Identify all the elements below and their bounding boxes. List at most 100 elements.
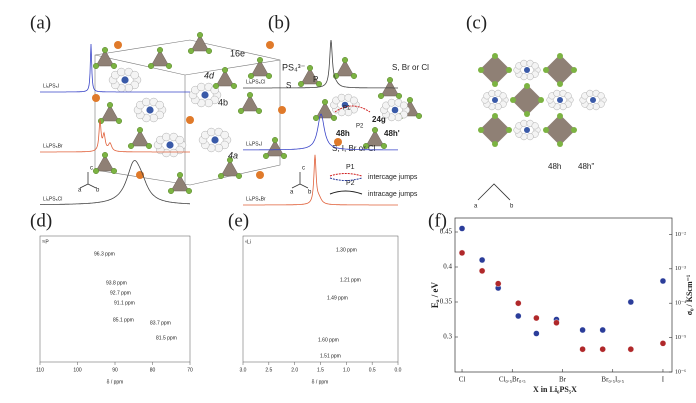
panel-label: (c) (466, 12, 487, 33)
li-site (207, 127, 216, 137)
x-tick-label: Br (559, 376, 567, 384)
sulfur (230, 82, 237, 89)
peak-label: 91.1 ppm (114, 300, 135, 306)
atom-label: P (313, 75, 318, 84)
sulfur (256, 107, 263, 114)
sulfur (101, 47, 108, 54)
data-point (627, 298, 635, 306)
sulfur (492, 141, 498, 147)
y2-tick-label: 10⁻⁶ (675, 369, 686, 375)
li-site (124, 83, 133, 93)
spectrum (40, 119, 190, 153)
nucleus: ³¹P (42, 239, 49, 245)
peak-label: 92.7 ppm (110, 290, 131, 296)
tetrahedron (220, 159, 240, 177)
sulfur (524, 111, 530, 117)
sulfur (407, 96, 414, 103)
li-site (337, 93, 346, 102)
sulfur (363, 142, 370, 149)
ion-label: PS₄³⁻ (282, 62, 306, 72)
li-site (531, 122, 539, 130)
sulfur (557, 81, 563, 87)
y2-tick-label: 10⁻³ (675, 266, 686, 272)
li-site (149, 113, 158, 123)
sulfur (307, 64, 314, 71)
octahedron (544, 54, 576, 86)
li-site (520, 119, 528, 127)
tetrahedron (150, 49, 170, 67)
panel-label: (b) (268, 12, 290, 33)
sulfur (145, 142, 152, 149)
li-site (488, 89, 496, 97)
sulfur (492, 113, 498, 119)
orange-site (186, 116, 194, 124)
sulfur (136, 126, 143, 133)
site-label: 48h (336, 129, 350, 138)
anion (201, 91, 209, 99)
x-tick-label: 80 (150, 367, 156, 373)
sulfur (416, 112, 423, 119)
sulfur (246, 91, 253, 98)
li-site (204, 98, 213, 108)
li-site (526, 133, 534, 141)
spectrum (243, 154, 398, 206)
sulfur (272, 136, 279, 143)
sulfur (185, 187, 192, 194)
tetrahedron (100, 104, 120, 122)
peak-label: 85.1 ppm (113, 317, 134, 323)
spectrum-name: Li₆PS₅Cl (246, 79, 265, 85)
data-point (478, 256, 486, 264)
peak-label: 1.21 ppm (340, 277, 361, 283)
sulfur (237, 107, 244, 114)
spectrum-name: Li₆PS₅Br (43, 143, 63, 149)
anion (391, 106, 399, 114)
tetrahedron (95, 154, 115, 172)
li-site (494, 103, 502, 111)
sulfur (97, 117, 104, 124)
tetrahedron (130, 129, 150, 147)
structures (92, 32, 607, 194)
data-point (579, 346, 586, 353)
peak-label: 96.3 ppm (94, 251, 115, 257)
sulfur (196, 32, 203, 39)
li-site (520, 59, 528, 67)
site-label: 4a (228, 150, 238, 160)
data-point (579, 326, 586, 334)
data-point (553, 319, 560, 326)
anion (557, 97, 563, 103)
sulfur (331, 114, 338, 121)
sulfur (176, 171, 183, 178)
anion (166, 141, 174, 149)
legend-label: P2 (346, 180, 355, 187)
li-site (531, 62, 539, 70)
li-site (175, 135, 184, 145)
li-site (197, 82, 206, 92)
peak-label: 1.30 ppm (336, 247, 357, 253)
site-label: 48h' (384, 129, 400, 138)
sulfur (156, 47, 163, 54)
x-tick-label: 3.0 (240, 367, 247, 373)
li-site (499, 92, 507, 100)
li-site (130, 70, 139, 80)
sulfur (492, 81, 498, 87)
li-site (350, 96, 358, 105)
sulfur (187, 48, 194, 55)
li-site (553, 89, 561, 97)
plot-frame (39, 235, 191, 363)
sulfur (115, 117, 122, 124)
site-label: 24g (372, 115, 386, 124)
sulfur (322, 98, 329, 105)
li-site (169, 148, 178, 158)
sulfur (396, 92, 403, 99)
sulfur (212, 82, 219, 89)
sulfur (543, 67, 549, 73)
site-label: 48h'' (578, 162, 595, 171)
site-label: 48h (548, 162, 561, 171)
plot-frame (454, 217, 673, 373)
tetrahedron (240, 94, 260, 112)
tetrahedron (335, 59, 355, 77)
panel-label: (a) (30, 12, 51, 33)
data-point (659, 340, 667, 347)
site-label: 4b (218, 97, 228, 107)
